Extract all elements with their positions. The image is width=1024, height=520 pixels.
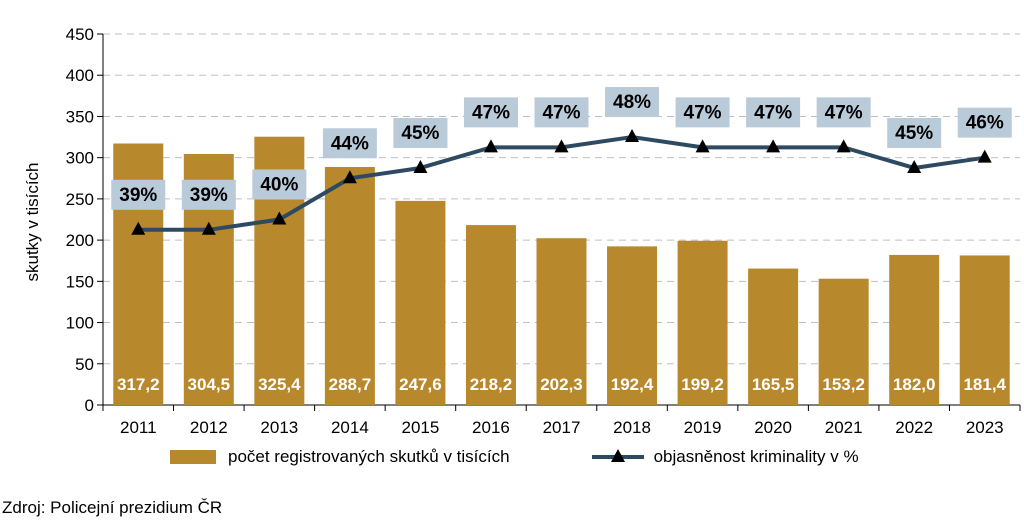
pct-value-label: 45% <box>401 123 439 144</box>
pct-value-label: 47% <box>684 102 722 123</box>
line-marker <box>342 170 357 184</box>
pct-label-box <box>746 97 801 128</box>
bar-value-label: 288,7 <box>329 375 372 394</box>
pct-value-label: 40% <box>260 175 298 196</box>
bar-series <box>113 136 1010 406</box>
source-note: Zdroj: Policejní prezidium ČR <box>2 498 223 517</box>
chart: 0 50 100 150 200 250 300 350 400 450 2011 2012 2013 2… <box>23 25 1021 437</box>
line-marker <box>131 221 146 235</box>
bar <box>748 268 799 405</box>
line-marker <box>201 221 216 235</box>
pct-value-label: 47% <box>472 102 510 123</box>
bar <box>607 246 658 405</box>
y-tick-label: 100 <box>66 314 94 333</box>
legend-bar-label: počet registrovaných skutků v tisících <box>228 447 510 466</box>
pct-value-label: 47% <box>542 102 580 123</box>
y-tick-label: 50 <box>75 355 94 374</box>
y-axis-title: skutky v tisících <box>23 162 42 281</box>
y-tick-label: 150 <box>66 272 94 291</box>
legend-line-swatch <box>591 447 644 467</box>
x-tick-label: 2017 <box>543 418 581 437</box>
bar-value-label: 182,0 <box>893 375 936 394</box>
bar-value-label: 304,5 <box>188 375 231 394</box>
bar-value-label: 181,4 <box>963 375 1006 394</box>
legend-bar-swatch <box>170 450 216 464</box>
line-marker <box>554 139 569 153</box>
y-tick-label: 300 <box>66 149 94 168</box>
pct-value-label: 39% <box>119 185 157 206</box>
y-tick-label: 200 <box>66 231 94 250</box>
pct-label-box <box>181 179 236 210</box>
bar-value-label: 165,5 <box>752 375 795 394</box>
x-tick-label: 2023 <box>966 418 1004 437</box>
pct-value-label: 47% <box>754 102 792 123</box>
bar <box>889 254 940 405</box>
bar-value-label: 317,2 <box>117 375 160 394</box>
bar <box>324 166 375 405</box>
x-tick-label: 2012 <box>190 418 228 437</box>
bar <box>395 200 446 405</box>
pct-label-box <box>675 97 730 128</box>
pct-value-label: 48% <box>613 92 651 113</box>
x-tick-label: 2018 <box>613 418 651 437</box>
pct-label-box <box>816 97 871 128</box>
bar <box>818 278 869 405</box>
line-marker <box>413 159 428 173</box>
line-series <box>131 129 992 235</box>
line-marker <box>625 129 640 143</box>
bar-value-label: 247,6 <box>399 375 442 394</box>
line-marker <box>907 159 922 173</box>
pct-label-box <box>957 107 1012 138</box>
legend: počet registrovaných skutků v tisících o… <box>170 443 859 471</box>
bar-value-label: 325,4 <box>258 375 301 394</box>
data-labels: 317,2 304,5 325,4 288,7 247,6 218,2 202,3 192,4… <box>111 87 1012 394</box>
pct-value-label: 47% <box>825 102 863 123</box>
legend-line-label: objasněnost kriminality v % <box>653 447 859 466</box>
x-tick-label: 2014 <box>331 418 369 437</box>
y-tick-label: 0 <box>85 396 94 415</box>
pct-value-label: 39% <box>190 185 228 206</box>
bar <box>465 225 516 405</box>
x-tick-label: 2016 <box>472 418 510 437</box>
pct-value-label: 46% <box>966 113 1004 134</box>
line-marker <box>977 149 992 163</box>
line-marker <box>483 139 498 153</box>
x-tick-label: 2021 <box>825 418 863 437</box>
pct-label-box <box>534 97 589 128</box>
bar-value-label: 199,2 <box>681 375 724 394</box>
line-marker <box>272 211 287 225</box>
bar-value-label: 153,2 <box>822 375 865 394</box>
x-tick-label: 2019 <box>684 418 722 437</box>
line-marker <box>766 139 781 153</box>
bar-value-label: 202,3 <box>540 375 583 394</box>
y-tick-label: 350 <box>66 107 94 126</box>
x-tick-label: 2020 <box>754 418 792 437</box>
x-tick-label: 2013 <box>260 418 298 437</box>
bar <box>536 238 587 405</box>
pct-value-label: 44% <box>331 133 369 154</box>
y-tick-label: 400 <box>66 66 94 85</box>
pct-label-box <box>393 117 448 148</box>
x-tick-label: 2015 <box>402 418 440 437</box>
line-marker <box>836 139 851 153</box>
y-tick-label: 450 <box>66 25 94 44</box>
bar <box>959 255 1010 405</box>
pct-label-box <box>887 117 942 148</box>
bar-value-label: 218,2 <box>470 375 513 394</box>
x-tick-label: 2011 <box>120 418 157 437</box>
x-tick-label: 2022 <box>895 418 933 437</box>
line-marker <box>695 139 710 153</box>
pct-label-box <box>463 97 518 128</box>
pct-label-box <box>252 169 307 200</box>
bar-value-label: 192,4 <box>611 375 654 394</box>
bar <box>677 240 728 405</box>
pct-label-box <box>605 87 660 118</box>
pct-label-box <box>111 179 166 210</box>
y-tick-label: 250 <box>66 190 94 209</box>
pct-value-label: 45% <box>895 123 933 144</box>
pct-label-box <box>322 128 377 159</box>
